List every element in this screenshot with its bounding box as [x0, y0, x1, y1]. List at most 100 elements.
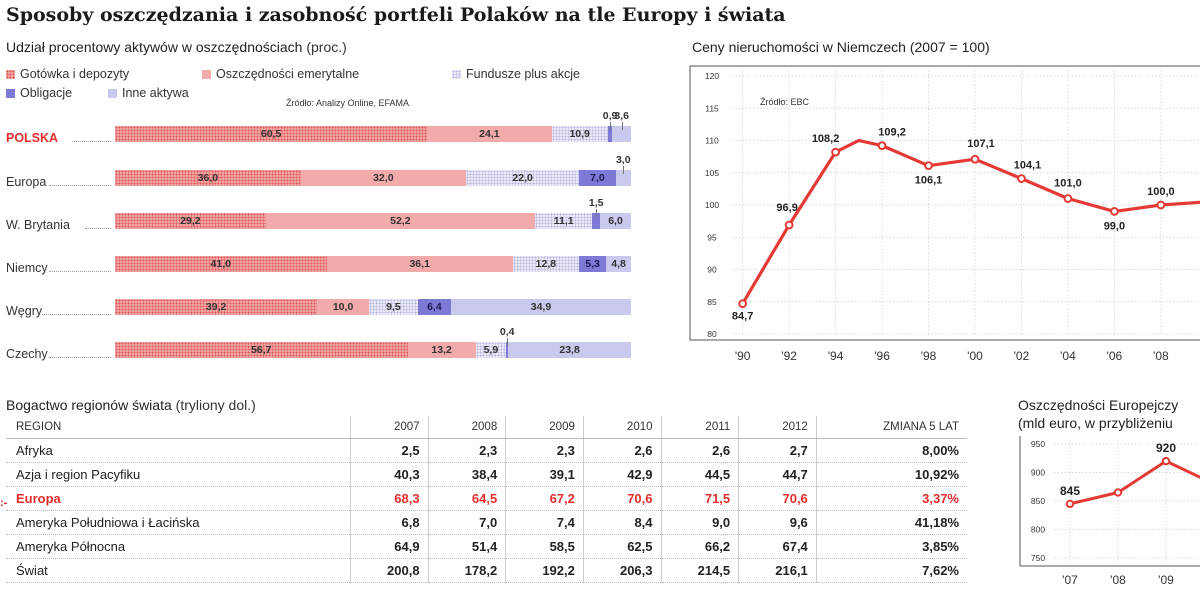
- x-tick-label: '06: [1107, 349, 1123, 363]
- table-cell-value: 2,7: [738, 438, 817, 463]
- y-tick-label: 850: [1031, 496, 1045, 506]
- europe-highlight-marker: :-: [0, 497, 8, 509]
- bar-value-label: 0,9: [602, 110, 618, 122]
- country-label: W. Brytania: [6, 218, 70, 232]
- table-cell-value: 71,5: [661, 486, 740, 511]
- table-cell-value: 214,5: [661, 558, 740, 583]
- table-cell-value: 9,6: [738, 510, 817, 535]
- bar-other: [612, 126, 631, 142]
- bar-value-label: 23,8: [559, 344, 580, 356]
- bar-value-label: 0,4: [499, 326, 515, 338]
- bar-label-tick: [610, 122, 612, 130]
- line-point-label: 108,2: [812, 133, 840, 145]
- y-tick-label: 900: [1031, 468, 1045, 478]
- table-cell-value: 200,8: [350, 558, 429, 583]
- table-row: Europa 68,3 64,5 67,2 70,6 71,5 70,6 3,37%: [6, 486, 967, 511]
- table-title-text: Bogactwo regionów świata: [6, 397, 172, 413]
- x-tick-label: '04: [1060, 349, 1076, 363]
- table-cell-value: 7,0: [428, 510, 507, 535]
- line-point: [877, 141, 887, 151]
- small-chart-subtitle: (mld euro, w przybliżeniu: [1018, 415, 1173, 431]
- bar-other: [508, 342, 631, 358]
- table-cell-change: 3,85%: [816, 534, 967, 559]
- header-2012: 2012: [738, 416, 817, 439]
- table-cell-change: 3,37%: [816, 486, 967, 511]
- header-2011: 2011: [661, 416, 740, 439]
- country-label: POLSKA: [6, 131, 59, 145]
- table-cell-value: 70,6: [583, 486, 662, 511]
- table-cell-region: Afryka: [6, 438, 351, 463]
- country-label: Niemcy: [6, 261, 48, 275]
- header-region: REGION: [6, 416, 351, 439]
- table-cell-value: 192,2: [505, 558, 584, 583]
- bar-funds: [551, 126, 608, 142]
- line-point: [1110, 207, 1119, 216]
- line-point-label: 100,0: [1147, 186, 1175, 198]
- x-tick-label: '96: [874, 349, 890, 363]
- small-line-series: [1069, 459, 1200, 506]
- y-tick-label: 120: [705, 71, 719, 81]
- y-tick-label: 100: [705, 200, 719, 210]
- table-cell-region: Azja i region Pacyfiku: [6, 462, 351, 487]
- leader-line: [72, 141, 111, 142]
- leader-line: [85, 228, 111, 229]
- bar-pension: [265, 213, 536, 229]
- bar-value-label: 32,0: [373, 172, 394, 184]
- bar-bonds: [607, 126, 613, 142]
- table-cell-value: 2,6: [583, 438, 662, 463]
- legend-bonds-label: Obligacje: [20, 86, 73, 100]
- bar-label-tick: [507, 338, 509, 346]
- legend-bonds-swatch: [6, 89, 15, 98]
- bar-value-label: 5,3: [585, 258, 600, 270]
- legend-pension: Oszczędności emerytalne: [202, 67, 359, 81]
- header-change: ZMIANA 5 LAT: [816, 416, 967, 439]
- small-line-point: [1065, 499, 1075, 509]
- bar-value-label: 29,2: [180, 215, 201, 227]
- bar-value-label: 1,5: [588, 197, 604, 209]
- bar-funds: [512, 256, 579, 272]
- table-cell-change: 8,00%: [816, 438, 967, 463]
- bar-value-label: 39,2: [205, 301, 227, 313]
- y-tick-label: 105: [705, 168, 719, 178]
- table-row: Świat 200,8 178,2 192,2 206,3 214,5 216,1 7,62%: [6, 558, 967, 583]
- bar-pension: [300, 170, 466, 186]
- bar-value-label: 6,4: [427, 301, 442, 313]
- bar-value-label: 22,0: [512, 172, 533, 184]
- line-point: [924, 161, 933, 171]
- y-tick-label: 950: [1031, 439, 1045, 449]
- wealth-table: REGION 2007 2008 2009 2010 2011 2012 ZMI…: [6, 416, 967, 583]
- table-cell-value: 67,4: [738, 534, 817, 559]
- bar-bonds: [506, 342, 509, 358]
- legend-other-label: Inne aktywa: [122, 86, 189, 100]
- country-label: Węgry: [6, 304, 43, 318]
- bar-other: [615, 170, 631, 186]
- table-cell-value: 62,5: [583, 534, 662, 559]
- table-cell-change: 10,92%: [816, 462, 967, 487]
- y-tick-label: 80: [707, 329, 717, 339]
- country-label: Europa: [6, 175, 47, 189]
- legend-other-swatch: [108, 89, 117, 98]
- bar-pension: [326, 256, 513, 272]
- bar-funds: [368, 299, 418, 315]
- legend-cash: Gotówka i depozyty: [6, 67, 129, 81]
- x-tick-label: '08: [1110, 573, 1126, 587]
- line-point-label: 107,1: [967, 138, 995, 150]
- x-tick-label: '02: [1014, 349, 1030, 363]
- bar-value-label: 12,8: [535, 258, 557, 270]
- table-cell-value: 38,4: [428, 462, 507, 487]
- header-2010: 2010: [583, 416, 662, 439]
- table-cell-value: 6,8: [350, 510, 429, 535]
- line-point: [1063, 194, 1073, 203]
- table-cell-value: 42,9: [583, 462, 662, 487]
- legend-pension-label: Oszczędności emerytalne: [216, 67, 360, 81]
- bar-cash: [115, 342, 408, 358]
- x-tick-label: '09: [1158, 573, 1174, 587]
- line-chart-source: Źródło: EBC: [760, 97, 810, 107]
- table-cell-value: 9,0: [661, 510, 740, 535]
- table-row: Ameryka Południowa i Łacińska 6,8 7,0 7,4 8,…: [6, 510, 967, 535]
- y-tick-label: 800: [1031, 525, 1045, 535]
- bar-cash: [115, 170, 301, 186]
- leader-line: [49, 357, 111, 358]
- table-cell-value: 2,5: [350, 438, 429, 463]
- bar-funds: [475, 342, 507, 358]
